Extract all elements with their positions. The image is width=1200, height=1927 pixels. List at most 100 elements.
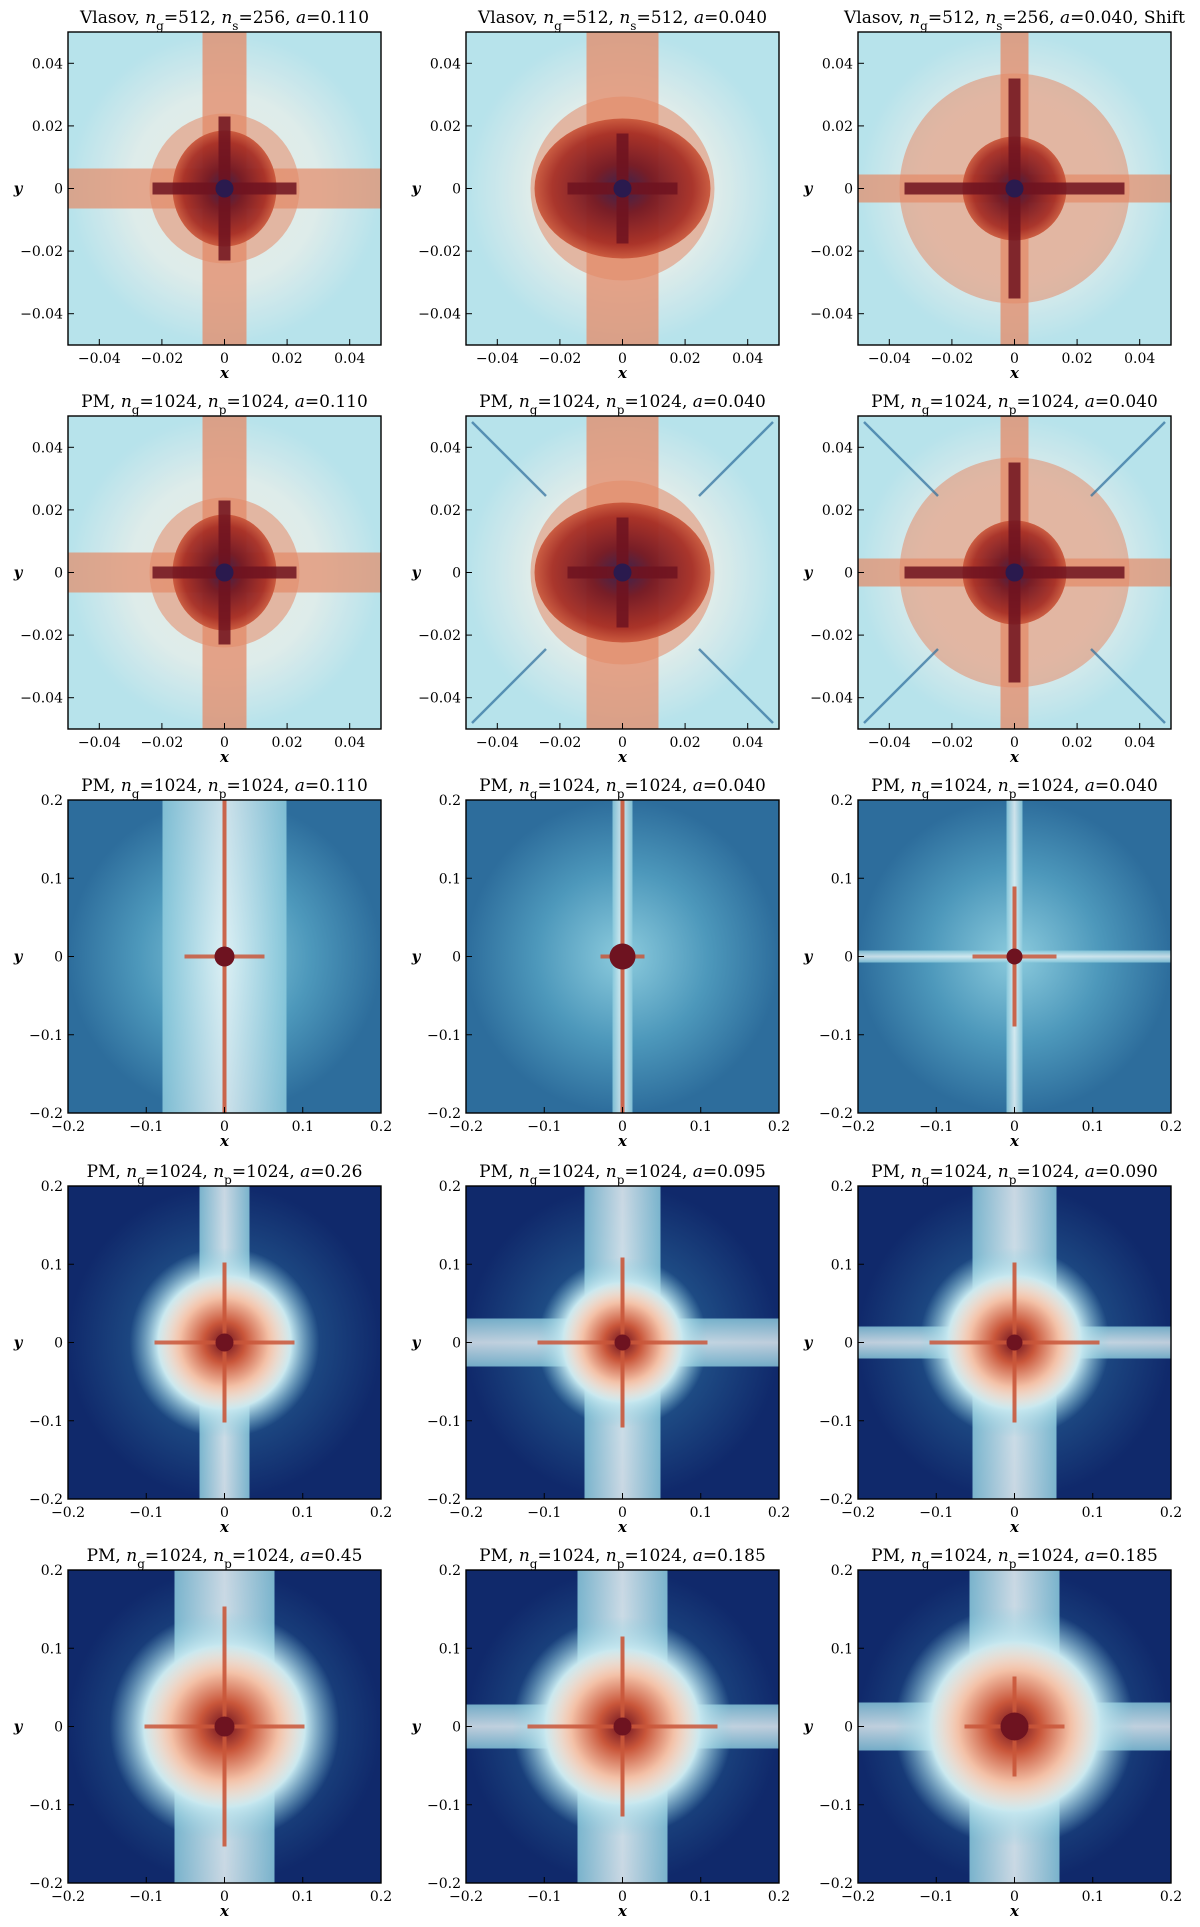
diagonal-artifact [471,648,547,724]
x-tick-label: −0.1 [129,1889,163,1905]
y-axis-label: y [803,1718,814,1736]
density-peak [215,179,234,198]
y-tick-label: −0.2 [29,1106,63,1122]
y-tick-label: −0.02 [810,628,853,644]
x-axis-label: x [219,748,230,766]
x-tick-label: −0.1 [527,1119,561,1135]
x-tick-label: −0.1 [919,1119,953,1135]
x-tick-label: −0.1 [527,1505,561,1521]
density-peak [214,946,235,967]
y-tick-label: 0.2 [439,1179,461,1195]
x-tick-label: −0.2 [51,1119,85,1135]
y-tick-label: −0.2 [819,1876,853,1892]
panel-title: PM, ng=1024, np=1024, a=0.095 [479,1162,766,1187]
x-tick-label: −0.2 [841,1505,875,1521]
density-peak [215,563,234,582]
y-axis-label: y [411,1334,422,1352]
y-tick-label: 0.04 [430,440,461,456]
x-tick-label: 0.2 [370,1889,392,1905]
x-tick-label: −0.2 [449,1119,483,1135]
panel-title: PM, ng=1024, np=1024, a=0.110 [81,392,368,417]
panel-title: PM, ng=1024, np=1024, a=0.45 [87,1546,363,1571]
y-axis-label: y [803,564,814,582]
x-tick-label: −0.2 [841,1119,875,1135]
x-axis-label: x [617,1132,628,1150]
panel-title: PM, ng=1024, np=1024, a=0.040 [871,776,1158,801]
x-tick-label: 0.2 [1160,1119,1182,1135]
panel-title: PM, ng=1024, np=1024, a=0.26 [87,1162,363,1187]
diagonal-artifact [698,648,774,724]
x-tick-label: 0.2 [370,1505,392,1521]
y-tick-label: 0 [54,1720,63,1736]
x-tick-label: 0.1 [292,1505,314,1521]
x-tick-label: 0.04 [334,351,365,367]
x-tick-label: 0.04 [1124,735,1155,751]
y-tick-label: −0.02 [20,244,63,260]
y-axis-label: y [803,948,814,966]
y-tick-label: 0.2 [831,793,853,809]
panel-title: PM, ng=1024, np=1024, a=0.040 [871,392,1158,417]
x-tick-label: 0.1 [690,1889,712,1905]
x-tick-label: −0.2 [449,1889,483,1905]
y-tick-label: −0.2 [819,1106,853,1122]
x-tick-label: −0.02 [140,351,183,367]
diagonal-artifact [1090,648,1166,724]
x-axis-label: x [219,1902,230,1920]
x-tick-label: 0.1 [690,1505,712,1521]
y-tick-label: 0.04 [32,440,63,456]
x-tick-label: −0.02 [930,351,973,367]
y-tick-label: 0 [452,1336,461,1352]
panel-r2c3: −0.04 −0.02 0 0.02 0.04 −0.04 −0.02 0 0.02 0.04 x y… [803,392,1172,766]
panel-title: PM, ng=1024, np=1024, a=0.090 [871,1162,1158,1187]
y-tick-label: 0.2 [831,1563,853,1579]
y-tick-label: −0.1 [819,1028,853,1044]
x-tick-label: −0.02 [930,735,973,751]
x-tick-label: 0.04 [334,735,365,751]
x-tick-label: −0.02 [538,351,581,367]
panel-r5c1: −0.2 −0.1 0 0.1 0.2 −0.2 −0.1 0 0.1 0.2 x y PM, ng=1… [13,1546,392,1920]
x-tick-label: 0.04 [732,351,763,367]
x-tick-label: 0 [220,1119,229,1135]
density-peak [613,563,632,582]
density-peak [215,1333,234,1352]
x-tick-label: 0.04 [1124,351,1155,367]
x-tick-label: 0.2 [768,1505,790,1521]
y-tick-label: 0.04 [32,56,63,72]
y-axis-label: y [13,1718,24,1736]
y-tick-label: 0 [844,1336,853,1352]
y-tick-label: 0 [844,1720,853,1736]
y-tick-label: 0.2 [41,1179,63,1195]
y-tick-label: −0.2 [29,1492,63,1508]
density-peak [1006,948,1023,965]
y-tick-label: 0.02 [430,119,461,135]
x-tick-label: 0.2 [1160,1505,1182,1521]
y-tick-label: 0.2 [831,1179,853,1195]
y-axis-label: y [13,948,24,966]
x-tick-label: −0.2 [841,1889,875,1905]
y-tick-label: 0 [844,566,853,582]
y-tick-label: 0.04 [430,56,461,72]
density-peak [1006,1334,1023,1351]
x-tick-label: −0.04 [868,351,911,367]
x-tick-label: 0 [220,735,229,751]
panel-r3c2: −0.2 −0.1 0 0.1 0.2 −0.2 −0.1 0 0.1 0.2 x y PM, ng=1… [411,776,790,1150]
x-tick-label: −0.04 [476,351,519,367]
x-tick-label: 0 [220,1889,229,1905]
x-tick-label: −0.1 [129,1505,163,1521]
y-axis-label: y [13,564,24,582]
y-tick-label: 0.1 [41,871,63,887]
panel-r3c3: −0.2 −0.1 0 0.1 0.2 −0.2 −0.1 0 0.1 0.2 x y PM, ng=1… [803,776,1182,1150]
y-tick-label: −0.1 [427,1798,461,1814]
x-tick-label: 0 [1010,735,1019,751]
panel-r4c2: −0.2 −0.1 0 0.1 0.2 −0.2 −0.1 0 0.1 0.2 x y PM, ng=1… [411,1162,790,1536]
x-axis-label: x [617,1518,628,1536]
x-tick-label: 0.04 [732,735,763,751]
diagonal-artifact [863,421,939,497]
y-tick-label: −0.1 [427,1414,461,1430]
y-tick-label: −0.2 [29,1876,63,1892]
panel-r1c1: −0.04 −0.02 0 0.02 0.04 −0.04 −0.02 0 0.02 0.04 x y… [13,8,382,382]
y-tick-label: −0.02 [418,628,461,644]
panel-title: PM, ng=1024, np=1024, a=0.110 [81,776,368,801]
y-tick-label: −0.04 [418,691,461,707]
y-tick-label: 0.1 [831,871,853,887]
